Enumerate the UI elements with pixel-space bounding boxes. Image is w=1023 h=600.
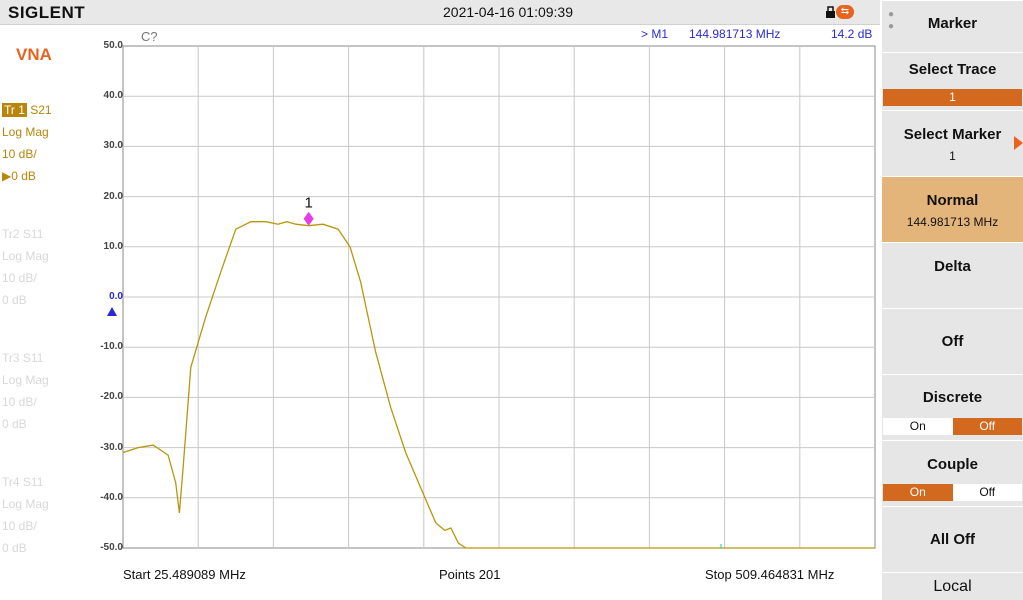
y-tick-label: -50.0 [100, 542, 123, 553]
select-trace-value: 1 [883, 89, 1022, 106]
select-trace-button[interactable]: Select Trace 1 [882, 52, 1023, 110]
trace-4[interactable]: Tr4 S11 Log Mag 10 dB/ 0 dB [2, 471, 49, 559]
trace-panel: VNA Tr 1 S21 Log Mag 10 dB/ ▶0 dB Tr2 S1… [0, 24, 120, 600]
marker-1-label: 1 [304, 195, 312, 212]
softkey-menu: ● ● Marker Select Trace 1 Select Marker 1… [882, 0, 1023, 600]
trace-param: S11 [22, 227, 44, 241]
y-tick-label: 20.0 [103, 190, 123, 202]
off-button[interactable]: Off [882, 308, 1023, 374]
trace-format: Log Mag [2, 125, 49, 139]
trace-format: Log Mag [2, 497, 49, 511]
trace-id: Tr4 [2, 475, 20, 489]
select-marker-button[interactable]: Select Marker 1 [882, 110, 1023, 176]
trace-id: Tr 1 [2, 103, 27, 117]
discrete-off-option[interactable]: Off [952, 418, 1022, 435]
couple-segment[interactable]: On Off [883, 484, 1022, 501]
trace-param: S11 [22, 475, 44, 489]
trace-param: S21 [30, 103, 52, 117]
delta-label: Delta [934, 258, 971, 275]
couple-toggle[interactable]: Couple On Off [882, 440, 1023, 506]
trace-format: Log Mag [2, 249, 49, 263]
discrete-label: Discrete [922, 389, 983, 406]
trace-id: Tr2 [2, 227, 20, 241]
trace-scale: 10 dB/ [2, 519, 37, 533]
lock-icon [826, 6, 835, 18]
all-off-button[interactable]: All Off [882, 506, 1023, 572]
trace-ref: 0 dB [2, 417, 27, 431]
marker-readout-freq: 144.981713 MHz [689, 27, 781, 41]
cal-status: C? [141, 29, 158, 44]
local-label: Local [933, 578, 972, 595]
start-frequency[interactable]: Start 25.489089 MHz [123, 567, 246, 582]
normal-label: Normal [926, 192, 979, 209]
discrete-toggle[interactable]: Discrete On Off [882, 374, 1023, 440]
trace-3[interactable]: Tr3 S11 Log Mag 10 dB/ 0 dB [2, 347, 49, 435]
mode-label: VNA [16, 45, 52, 64]
drag-handle-icon: ● ● [888, 9, 895, 32]
trace-line [122, 221, 875, 549]
brand-logo: SIGLENT [8, 3, 86, 22]
menu-title: ● ● Marker [882, 0, 1023, 52]
delta-button[interactable]: Delta [882, 242, 1023, 308]
chart-svg[interactable]: 1 [0, 24, 880, 600]
datetime: 2021-04-16 01:09:39 [443, 4, 573, 20]
trace-2[interactable]: Tr2 S11 Log Mag 10 dB/ 0 dB [2, 223, 49, 311]
y-tick-label: 0.0 [109, 291, 123, 302]
trace-scale: 10 dB/ [2, 395, 37, 409]
local-button[interactable]: Local [882, 572, 1023, 600]
discrete-on-option[interactable]: On [883, 418, 953, 435]
trace-param: S11 [22, 351, 44, 365]
points-count[interactable]: Points 201 [439, 567, 501, 582]
y-tick-label: -40.0 [100, 491, 123, 503]
y-tick-label: 40.0 [103, 90, 123, 102]
stop-frequency[interactable]: Stop 509.464831 MHz [705, 567, 835, 582]
plot-area: C? > M1 144.981713 MHz 14.2 dB 50.0 40.0 3… [0, 24, 880, 600]
status-bar: SIGLENT 2021-04-16 01:09:39 ⇆ [0, 0, 880, 25]
y-tick-label: 30.0 [103, 140, 123, 152]
y-tick-label: 50.0 [103, 40, 123, 51]
marker-readout-value: 14.2 dB [831, 27, 873, 41]
submenu-arrow-icon [1014, 136, 1023, 150]
marker-readout-name: > M1 [641, 27, 669, 41]
couple-on-option[interactable]: On [883, 484, 953, 501]
discrete-segment[interactable]: On Off [883, 418, 1022, 435]
off-label: Off [941, 333, 964, 350]
all-off-label: All Off [930, 531, 975, 548]
marker-1-icon [303, 211, 314, 226]
trace-ref: ▶0 dB [2, 169, 36, 183]
trace-ref: 0 dB [2, 541, 27, 555]
trace-id: Tr3 [2, 351, 20, 365]
normal-button[interactable]: Normal 144.981713 MHz [882, 176, 1023, 242]
usb-icon: ⇆ [836, 5, 854, 19]
normal-value: 144.981713 MHz [906, 215, 999, 229]
y-tick-label: -20.0 [100, 391, 123, 403]
y-tick-label: -30.0 [100, 441, 123, 453]
select-marker-label: Select Marker [903, 126, 1002, 143]
trace-scale: 10 dB/ [2, 271, 37, 285]
y-tick-label: -10.0 [100, 341, 123, 353]
couple-off-option[interactable]: Off [952, 484, 1022, 501]
trace-format: Log Mag [2, 373, 49, 387]
couple-label: Couple [927, 456, 978, 473]
select-trace-label: Select Trace [908, 61, 997, 78]
trace-scale: 10 dB/ [2, 147, 37, 161]
trace-1[interactable]: Tr 1 S21 Log Mag 10 dB/ ▶0 dB [2, 99, 52, 187]
trace-ref: 0 dB [2, 293, 27, 307]
status-icons: ⇆ [826, 5, 856, 19]
select-marker-value: 1 [949, 149, 956, 163]
reference-level-icon [107, 307, 117, 316]
y-tick-label: 10.0 [103, 240, 123, 252]
